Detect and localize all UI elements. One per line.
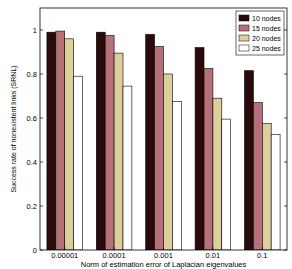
y-tick xyxy=(284,162,287,163)
bar xyxy=(74,76,83,250)
bar xyxy=(195,48,204,250)
legend-label: 25 nodes xyxy=(252,45,281,52)
bar xyxy=(213,98,222,250)
legend-label: 20 nodes xyxy=(252,35,281,42)
bar xyxy=(155,47,164,251)
legend-swatch xyxy=(239,15,249,21)
y-tick xyxy=(284,250,287,251)
bar xyxy=(123,86,132,250)
legend-swatch xyxy=(239,35,249,41)
y-axis-label: Success rate of nonexistent links (SRNL) xyxy=(10,65,18,192)
x-tick-label: 0.1 xyxy=(257,251,267,260)
x-tick xyxy=(163,247,164,250)
bar xyxy=(164,74,173,250)
y-tick xyxy=(40,250,43,251)
x-tick-label: 0.01 xyxy=(206,251,221,260)
legend-box xyxy=(236,11,284,55)
legend-swatch xyxy=(239,25,249,31)
x-tick xyxy=(114,247,115,250)
bar xyxy=(146,34,155,250)
legend-swatch xyxy=(239,45,249,51)
y-tick-label: 0 xyxy=(33,246,37,255)
y-tick xyxy=(40,118,43,119)
y-tick xyxy=(284,206,287,207)
y-tick xyxy=(40,162,43,163)
legend: 10 nodes 15 nodes 20 nodes 25 nodes xyxy=(236,11,284,55)
bar xyxy=(47,32,56,250)
bar xyxy=(262,124,271,251)
x-tick-label: 0.00001 xyxy=(51,251,78,260)
x-tick xyxy=(262,247,263,250)
bar xyxy=(172,102,181,251)
bar xyxy=(204,69,213,251)
bar xyxy=(96,32,105,250)
chart: 0 0.2 0.4 0.6 0.8 1 0.00001 0.0001 0.001 0.01 0.1 N… xyxy=(0,0,292,269)
y-tick-label: 0.4 xyxy=(27,158,37,167)
y-tick xyxy=(40,30,43,31)
y-tick xyxy=(284,74,287,75)
y-tick-label: 0.8 xyxy=(27,70,37,79)
bar xyxy=(65,39,74,250)
legend-label: 15 nodes xyxy=(252,25,281,32)
y-tick xyxy=(284,118,287,119)
bars xyxy=(47,31,280,250)
bar xyxy=(56,31,65,250)
bar xyxy=(114,53,123,250)
y-tick-label: 1 xyxy=(33,26,37,35)
y-tick xyxy=(40,206,43,207)
bar xyxy=(222,119,231,250)
bar xyxy=(105,36,114,251)
y-tick xyxy=(284,30,287,31)
y-tick-label: 0.2 xyxy=(27,202,37,211)
x-tick xyxy=(64,247,65,250)
bar xyxy=(245,71,254,250)
x-axis-label: Norm of estimation error of Laplacian ei… xyxy=(81,260,247,269)
y-tick xyxy=(40,74,43,75)
legend-label: 10 nodes xyxy=(252,15,281,22)
x-tick xyxy=(212,247,213,250)
bar xyxy=(271,135,280,251)
bar xyxy=(253,103,262,250)
x-tick-label: 0.001 xyxy=(154,251,173,260)
x-tick-label: 0.0001 xyxy=(103,251,126,260)
y-tick-label: 0.6 xyxy=(27,114,37,123)
plot-frame xyxy=(40,8,287,250)
